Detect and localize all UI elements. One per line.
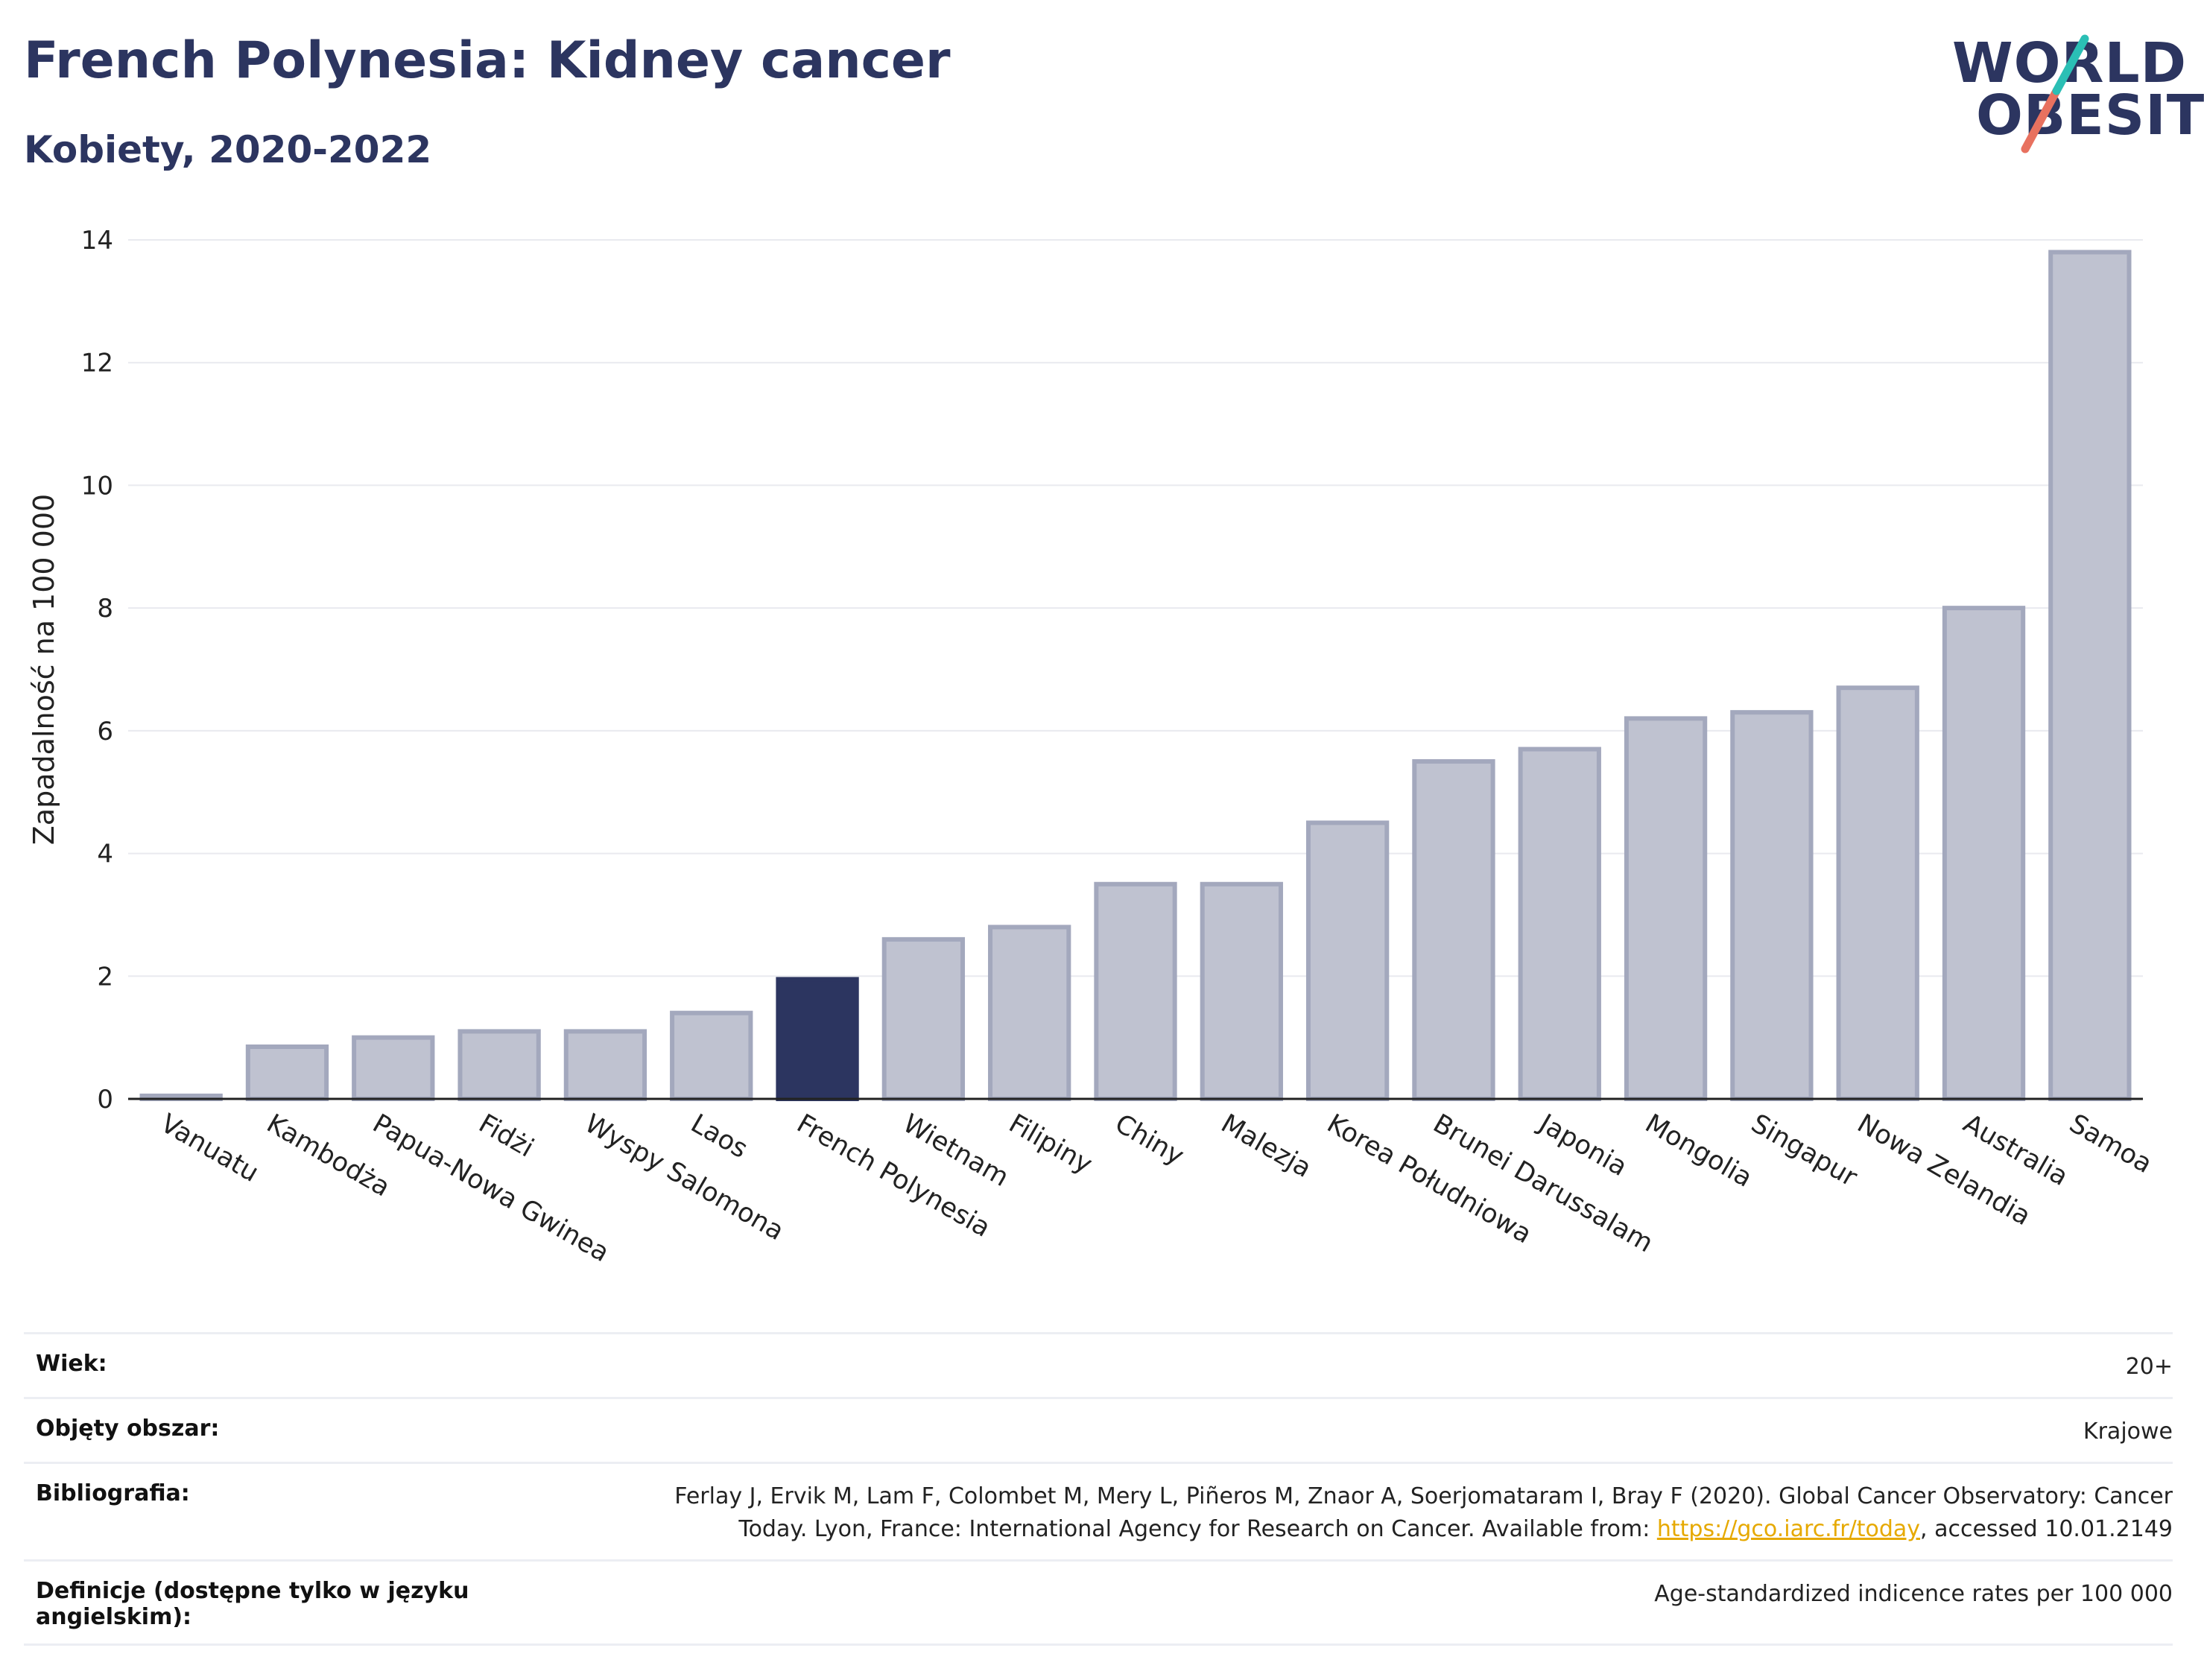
- bar-singapur[interactable]: [1730, 710, 1814, 1101]
- world-obesity-logo[interactable]: WORLD OBESITY: [1937, 22, 2204, 156]
- meta-key: Bibliografia:: [24, 1462, 513, 1561]
- bar-kambod-a[interactable]: [245, 1044, 329, 1102]
- y-tick-label: 14: [81, 226, 113, 256]
- bar-mongolia[interactable]: [1624, 716, 1708, 1102]
- x-tick-label: Wyspy Salomona: [580, 1109, 789, 1246]
- metadata-table: Wiek: 20+ Objęty obszar: Krajowe Bibliog…: [24, 1332, 2173, 1646]
- y-tick-label: 12: [81, 349, 113, 378]
- logo-slash-icon: [2021, 34, 2089, 153]
- meta-row-bibliography: Bibliografia: Ferlay J, Ervik M, Lam F, …: [24, 1462, 2173, 1561]
- chart-subtitle: Kobiety, 2020-2022: [24, 128, 432, 171]
- y-tick-label: 0: [97, 1085, 113, 1115]
- bar-laos[interactable]: [670, 1010, 753, 1101]
- bar-japonia[interactable]: [1518, 747, 1601, 1101]
- meta-key: Objęty obszar:: [24, 1397, 513, 1463]
- logo-line2: OBESITY: [1976, 83, 2204, 148]
- bar-brunei-darussalam[interactable]: [1412, 759, 1495, 1101]
- x-tick-label: Singapur: [1746, 1109, 1862, 1193]
- bibliography-line2: Today. Lyon, France: International Agenc…: [738, 1516, 1657, 1542]
- source-link[interactable]: https://gco.iarc.fr/today: [1656, 1516, 1921, 1542]
- bibliography-accessed: , accessed 10.01.2149: [1920, 1516, 2173, 1542]
- x-tick-label: Chiny: [1110, 1109, 1189, 1171]
- bar-papua-nowa-gwinea[interactable]: [352, 1035, 435, 1101]
- bar-chiny[interactable]: [1094, 881, 1177, 1101]
- x-tick-label: Filipiny: [1004, 1109, 1097, 1179]
- bar-nowa-zelandia[interactable]: [1836, 685, 1919, 1101]
- y-axis-ticks: 0 2 4 6 8 10 12 14: [81, 226, 113, 1115]
- bar-french-polynesia[interactable]: [776, 977, 859, 1101]
- meta-row-age: Wiek: 20+: [24, 1332, 2173, 1398]
- x-tick-label: Malezja: [1216, 1109, 1317, 1184]
- x-tick-label: Vanuatu: [156, 1109, 264, 1188]
- bar-wietnam[interactable]: [881, 936, 966, 1101]
- x-tick-label: Korea Południowa: [1322, 1109, 1536, 1249]
- chart-title: French Polynesia: Kidney cancer: [24, 31, 951, 90]
- meta-value: 20+: [513, 1332, 2173, 1398]
- y-tick-label: 2: [97, 962, 113, 992]
- x-tick-label: Mongolia: [1640, 1109, 1757, 1194]
- meta-key: Definicje (dostępne tylko w języku angie…: [24, 1559, 513, 1646]
- meta-value: Age-standardized indicence rates per 100…: [513, 1559, 2173, 1646]
- y-axis-title: Zapadalność na 100 000: [28, 494, 60, 845]
- bar-fid-i[interactable]: [457, 1029, 541, 1101]
- meta-value: Ferlay J, Ervik M, Lam F, Colombet M, Me…: [513, 1462, 2173, 1561]
- y-tick-label: 8: [97, 594, 113, 624]
- x-tick-label: Samoa: [2064, 1109, 2156, 1179]
- bar-malezja[interactable]: [1200, 881, 1283, 1101]
- meta-row-definitions: Definicje (dostępne tylko w języku angie…: [24, 1559, 2173, 1646]
- bar-filipiny[interactable]: [988, 925, 1071, 1102]
- chart-bars: [139, 250, 2132, 1102]
- y-tick-label: 10: [81, 471, 113, 501]
- y-tick-label: 4: [97, 840, 113, 869]
- meta-row-area: Objęty obszar: Krajowe: [24, 1397, 2173, 1463]
- x-tick-label: Laos: [685, 1109, 753, 1164]
- y-tick-label: 6: [97, 717, 113, 747]
- bar-samoa[interactable]: [2048, 250, 2132, 1101]
- bar-australia[interactable]: [1942, 606, 2026, 1101]
- bar-korea-po-udniowa[interactable]: [1305, 820, 1390, 1102]
- bar-wyspy-salomona[interactable]: [563, 1029, 647, 1101]
- x-tick-label: Nowa Zelandia: [1852, 1109, 2036, 1232]
- x-tick-label: Fidżi: [474, 1109, 539, 1163]
- bibliography-line1: Ferlay J, Ervik M, Lam F, Colombet M, Me…: [674, 1483, 2173, 1509]
- meta-key: Wiek:: [24, 1332, 513, 1398]
- x-tick-label: French Polynesia: [792, 1109, 995, 1243]
- meta-value: Krajowe: [513, 1397, 2173, 1463]
